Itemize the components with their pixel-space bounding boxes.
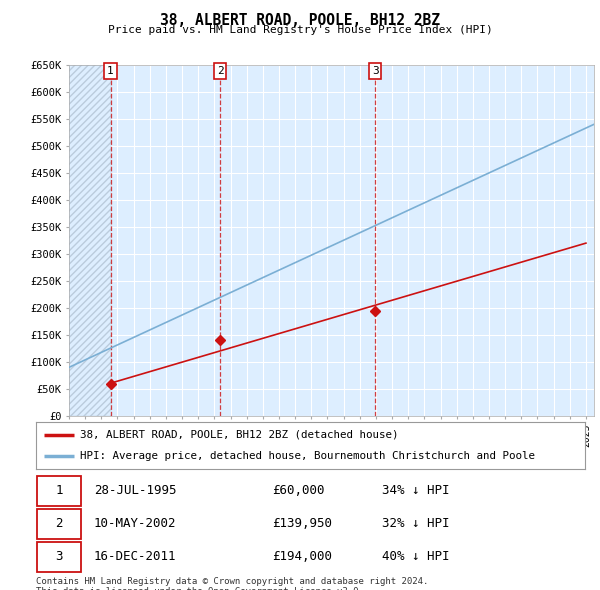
FancyBboxPatch shape bbox=[37, 542, 81, 572]
Text: 16-DEC-2011: 16-DEC-2011 bbox=[94, 550, 176, 563]
Text: 38, ALBERT ROAD, POOLE, BH12 2BZ: 38, ALBERT ROAD, POOLE, BH12 2BZ bbox=[160, 13, 440, 28]
Text: £139,950: £139,950 bbox=[272, 517, 332, 530]
Text: 34% ↓ HPI: 34% ↓ HPI bbox=[382, 484, 449, 497]
Text: 38, ALBERT ROAD, POOLE, BH12 2BZ (detached house): 38, ALBERT ROAD, POOLE, BH12 2BZ (detach… bbox=[80, 430, 398, 440]
Text: Price paid vs. HM Land Registry's House Price Index (HPI): Price paid vs. HM Land Registry's House … bbox=[107, 25, 493, 35]
Text: 2: 2 bbox=[217, 66, 224, 76]
Text: 3: 3 bbox=[372, 66, 379, 76]
FancyBboxPatch shape bbox=[37, 476, 81, 506]
Text: 32% ↓ HPI: 32% ↓ HPI bbox=[382, 517, 449, 530]
Text: 1: 1 bbox=[55, 484, 63, 497]
Text: £60,000: £60,000 bbox=[272, 484, 325, 497]
Text: 2: 2 bbox=[55, 517, 63, 530]
Text: £194,000: £194,000 bbox=[272, 550, 332, 563]
Text: HPI: Average price, detached house, Bournemouth Christchurch and Poole: HPI: Average price, detached house, Bour… bbox=[80, 451, 535, 461]
Text: 40% ↓ HPI: 40% ↓ HPI bbox=[382, 550, 449, 563]
Text: 1: 1 bbox=[107, 66, 114, 76]
Text: 3: 3 bbox=[55, 550, 63, 563]
Text: 28-JUL-1995: 28-JUL-1995 bbox=[94, 484, 176, 497]
Text: 10-MAY-2002: 10-MAY-2002 bbox=[94, 517, 176, 530]
FancyBboxPatch shape bbox=[37, 509, 81, 539]
Bar bbox=[69, 65, 110, 416]
Text: Contains HM Land Registry data © Crown copyright and database right 2024.
This d: Contains HM Land Registry data © Crown c… bbox=[36, 577, 428, 590]
